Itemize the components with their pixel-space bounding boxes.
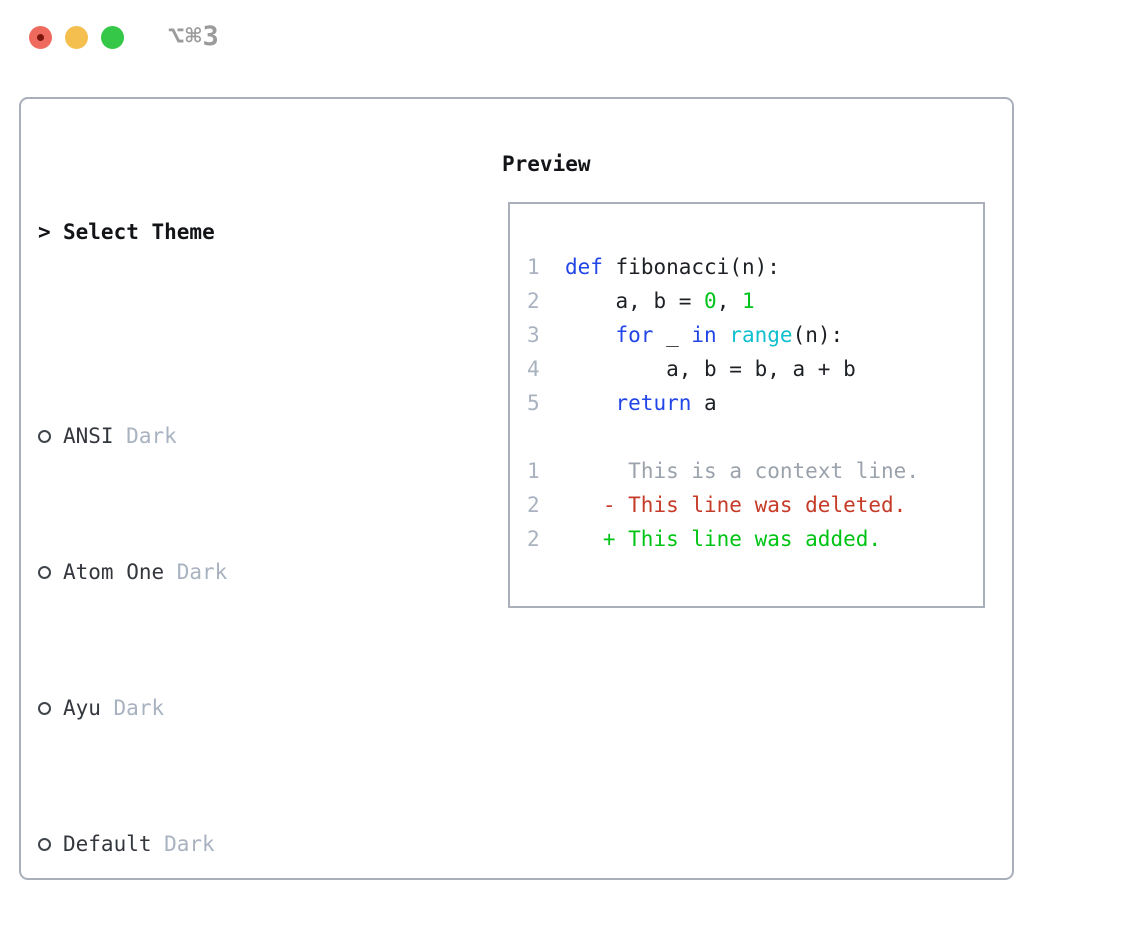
code-segment: return xyxy=(615,391,692,415)
code-segment: a, b = b, a + b xyxy=(539,357,856,381)
radio-icon xyxy=(38,701,63,715)
code-segment: 1 xyxy=(741,289,755,313)
theme-name: Default xyxy=(63,832,152,856)
zoom-button[interactable] xyxy=(101,26,124,49)
code-segment: 5 xyxy=(527,391,540,415)
code-segment: range xyxy=(729,323,793,347)
code-line: 2 + This line was added. xyxy=(527,522,919,556)
theme-variant-badge: Dark xyxy=(126,424,177,448)
radio-icon xyxy=(38,837,63,851)
code-segment: 1 xyxy=(527,459,540,483)
close-button[interactable] xyxy=(29,26,52,49)
code-line: 5 return a xyxy=(527,386,919,420)
code-segment: - This line was deleted. xyxy=(602,493,907,517)
code-segment xyxy=(540,459,629,483)
code-segment: 2 xyxy=(527,289,540,313)
code-segment: a, b = xyxy=(539,289,705,313)
theme-item[interactable]: ANSI Dark xyxy=(38,419,392,453)
theme-selector: > Select Theme ANSI Dark Atom One Dark Ay… xyxy=(38,147,392,934)
code-segment xyxy=(540,255,565,279)
close-dot-icon xyxy=(37,34,44,41)
code-segment: _ xyxy=(653,323,692,347)
code-line: 1 This is a context line. xyxy=(527,454,919,488)
theme-item[interactable]: Atom One Dark xyxy=(38,555,392,589)
radio-icon xyxy=(38,429,63,443)
code-segment: def xyxy=(564,255,603,279)
minimize-button[interactable] xyxy=(65,26,88,49)
code-segment: for xyxy=(615,323,654,347)
code-segment: 0 xyxy=(704,289,717,313)
theme-variant-badge: Dark xyxy=(113,696,165,720)
code-segment xyxy=(717,323,730,347)
select-theme-header-label: Select Theme xyxy=(63,220,215,244)
theme-name: ANSI xyxy=(63,424,114,448)
code-segment: , xyxy=(716,289,742,313)
code-segment: 3 xyxy=(527,323,540,347)
theme-name: Ayu xyxy=(63,696,101,720)
theme-name: Atom One xyxy=(63,560,165,584)
code-line: 1 def fibonacci(n): xyxy=(527,250,919,284)
window-title: ⌥⌘3 xyxy=(168,21,220,52)
code-segment: 2 xyxy=(527,527,540,551)
theme-list: ANSI Dark Atom One Dark Ayu Dark Default… xyxy=(38,351,392,934)
code-segment xyxy=(540,493,603,517)
select-theme-header: > Select Theme xyxy=(38,215,392,249)
code-segment: in xyxy=(691,323,717,347)
code-segment: fibonacci(n): xyxy=(602,255,780,279)
theme-variant-badge: Dark xyxy=(176,560,228,584)
radio-icon xyxy=(38,565,63,579)
code-line: 2 - This line was deleted. xyxy=(527,488,919,522)
code-segment xyxy=(540,527,603,551)
code-segment xyxy=(540,391,616,415)
preview-header: Preview xyxy=(502,152,591,176)
code-segment: 4 xyxy=(527,357,540,381)
theme-item[interactable]: Ayu Dark xyxy=(38,691,392,725)
code-line: 2 a, b = 0, 1 xyxy=(527,284,919,318)
theme-item[interactable]: Default Dark xyxy=(38,827,392,861)
code-segment: a xyxy=(691,391,717,415)
main-panel: > Select Theme ANSI Dark Atom One Dark Ay… xyxy=(19,97,1014,880)
code-line: 4 a, b = b, a + b xyxy=(527,352,919,386)
theme-variant-badge: Dark xyxy=(164,832,215,856)
code-segment: + This line was added. xyxy=(602,527,882,551)
titlebar: ⌥⌘3 xyxy=(0,0,1140,75)
code-line xyxy=(527,420,919,454)
code-segment xyxy=(540,323,616,347)
code-segment: 1 xyxy=(527,255,540,279)
code-line: 3 for _ in range(n): xyxy=(527,318,919,352)
code-segment: 2 xyxy=(527,493,540,517)
focus-caret-icon: > xyxy=(38,220,51,244)
code-segment: This is a context line. xyxy=(628,459,919,483)
code-segment: (n): xyxy=(792,323,844,347)
